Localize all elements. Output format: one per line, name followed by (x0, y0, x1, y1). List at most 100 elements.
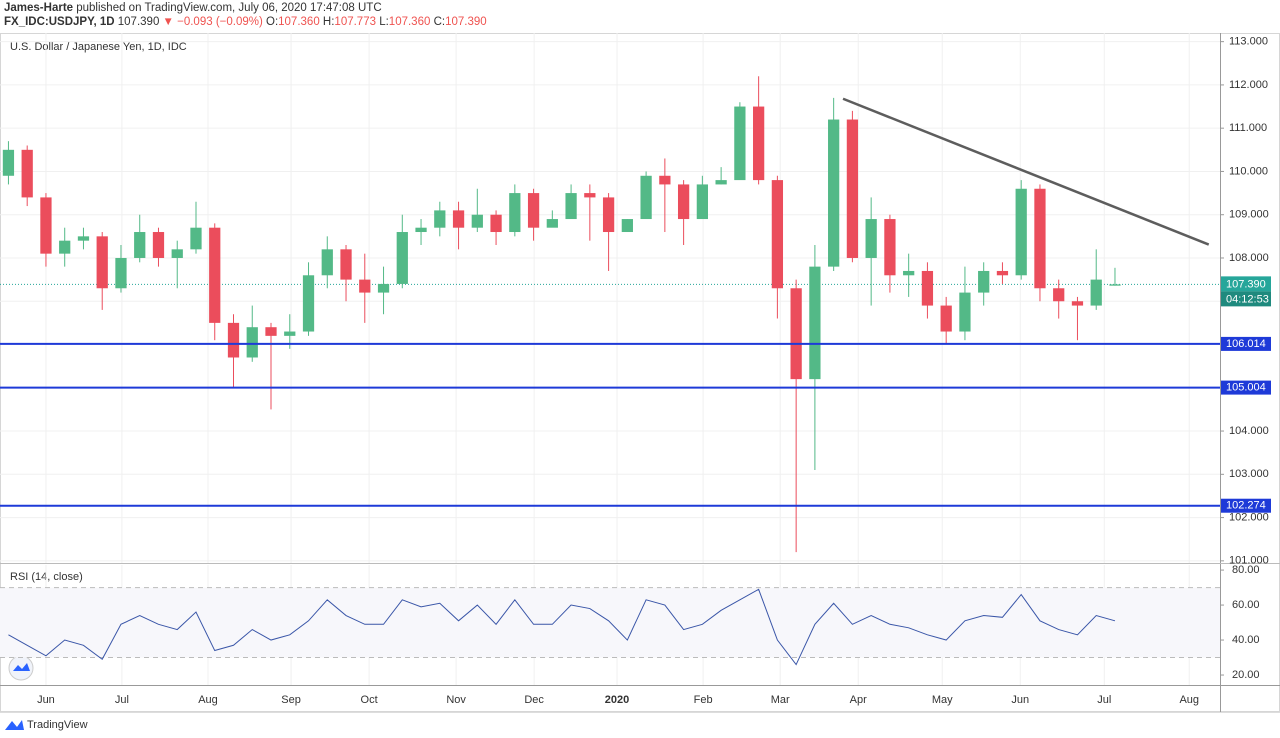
candle-body (171, 249, 183, 258)
candle-body (152, 232, 165, 258)
x-tick-label: Sep (281, 694, 301, 706)
x-tick-label: Oct (361, 694, 378, 706)
candle-body (2, 149, 15, 176)
y-tick-label: 102.000 (1229, 511, 1269, 523)
candle-body (1034, 188, 1046, 289)
candle-body (1015, 188, 1027, 276)
header-line: FX_IDC:USDJPY, 1D 107.390 ▼ −0.093 (−0.0… (4, 16, 487, 28)
x-tick-label: Aug (198, 694, 218, 706)
countdown-label: 04:12:53 (1226, 293, 1269, 305)
candle-body (490, 214, 502, 233)
candle-body (640, 175, 652, 220)
x-tick-label: Feb (694, 694, 713, 706)
candle-body (771, 180, 784, 289)
l-label: L: (379, 16, 389, 28)
candle-body (978, 270, 990, 293)
candle-body (1053, 288, 1065, 302)
candle-body (753, 106, 765, 181)
h-label: H: (323, 16, 335, 28)
candle-body (865, 219, 877, 258)
candle-body (846, 119, 859, 258)
candle-body (415, 227, 427, 233)
x-tick-label: Nov (446, 694, 466, 706)
level-label-bg (1221, 498, 1271, 513)
candle-body (359, 279, 371, 293)
plot: Jun Jul Aug Sep Oct Nov Dec 2020 Feb Mar Apr May Jun… (0, 33, 1271, 706)
candle-body (190, 227, 202, 250)
candle-body (734, 106, 746, 181)
y-tick-label: 108.000 (1229, 252, 1269, 264)
change: ▼ −0.093 (−0.09%) (163, 16, 263, 28)
candle-body (321, 249, 333, 276)
y-tick-label: 101.000 (1229, 555, 1269, 567)
trend-line (842, 97, 1210, 246)
candle-body (546, 219, 558, 228)
last-price-label: 107.390 (1226, 278, 1266, 290)
candle-body (527, 193, 540, 228)
candle-body (940, 305, 952, 332)
y-tick-label: 112.000 (1229, 79, 1268, 91)
last-price-bg (1221, 276, 1271, 292)
author: James-Harte (4, 2, 73, 14)
candle-body (227, 322, 240, 358)
y-tick-label: 104.000 (1229, 425, 1269, 437)
candle-body (396, 232, 408, 284)
candle-body (77, 236, 90, 241)
published: published on TradingView.com, July 06, 2… (76, 2, 381, 14)
candle-body (302, 275, 315, 332)
candle-body (21, 149, 33, 198)
x-tick-label: Jun (37, 694, 55, 706)
footer-brand: TradingView (27, 719, 88, 731)
candle-body (115, 257, 127, 289)
badge-icon (13, 663, 30, 671)
close: 107.390 (445, 16, 487, 28)
candle-body (265, 327, 277, 336)
candle-body (996, 270, 1009, 276)
y-tick-label: 110.000 (1229, 165, 1268, 177)
y-tick-label: 40.00 (1232, 634, 1260, 646)
candle-body (40, 197, 52, 254)
candle-body (584, 193, 596, 198)
x-tick-label: Mar (771, 694, 790, 706)
candle-body (565, 193, 577, 220)
c-label: C: (434, 16, 446, 28)
level-label: 105.004 (1226, 382, 1266, 394)
candle-body (884, 219, 896, 276)
y-tick-label: 111.000 (1229, 122, 1267, 134)
candle-body (1109, 284, 1121, 286)
candle-body (1071, 301, 1084, 306)
countdown-bg (1221, 291, 1271, 307)
candle-body (921, 270, 934, 306)
logo-badge[interactable] (8, 655, 34, 681)
candle-body (677, 184, 690, 220)
candle-body (790, 288, 802, 380)
candle-body (959, 292, 971, 332)
x-tick-label: Dec (524, 694, 544, 706)
y-tick-label: 20.00 (1232, 669, 1260, 681)
level-label: 106.014 (1226, 338, 1266, 350)
candle-body (828, 119, 840, 267)
candle-body (434, 210, 446, 228)
candle-body (471, 214, 483, 228)
candle-body (340, 249, 352, 280)
candle-body (1090, 279, 1102, 306)
candle-body (621, 219, 633, 233)
level-label-bg (1221, 380, 1271, 395)
candle-body (96, 236, 108, 289)
y-tick-label: 60.00 (1232, 599, 1260, 611)
candle-body (246, 327, 258, 358)
candle-body (377, 283, 390, 293)
candle-body (602, 197, 615, 233)
open: 107.360 (278, 16, 320, 28)
y-tick-label: 103.000 (1229, 468, 1269, 480)
candle-body (659, 175, 671, 185)
chart-title: U.S. Dollar / Japanese Yen, 1D, IDC (10, 41, 187, 53)
x-tick-label: Jul (1097, 694, 1111, 706)
candle-body (903, 270, 915, 276)
candle-body (59, 240, 71, 254)
candle-body (696, 184, 708, 220)
y-tick-label: 109.000 (1229, 209, 1269, 221)
y-tick-label: 113.000 (1229, 36, 1268, 48)
high: 107.773 (334, 16, 376, 28)
